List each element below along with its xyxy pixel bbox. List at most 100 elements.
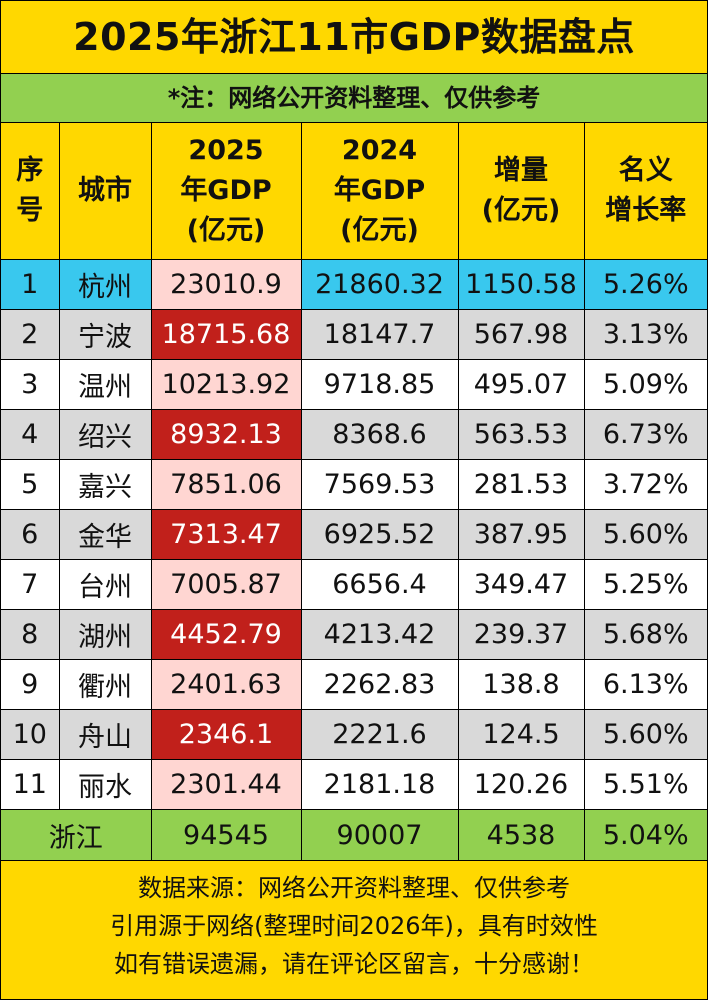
gdp2025-cell: 4452.79	[150, 609, 302, 660]
table-row: 4 绍兴 8932.13 8368.6 563.53 6.73%	[1, 409, 707, 460]
gdp2025-cell: 8932.13	[150, 409, 302, 460]
header-rank-line2: 号	[16, 195, 44, 226]
footer-feedback-line: 如有错误遗漏，请在评论区留言，十分感谢！	[114, 950, 594, 978]
growth-cell: 5.09%	[583, 359, 707, 410]
total-growth: 5.04%	[583, 809, 707, 861]
table-header-row: 序 号 城市 2025 年GDP (亿元) 2024 年GDP (亿元) 增量 …	[1, 123, 707, 260]
gdp2025-cell: 23010.9	[150, 259, 302, 310]
growth-cell: 5.51%	[583, 759, 707, 810]
increase-cell: 387.95	[457, 509, 585, 560]
rank-cell: 11	[1, 759, 60, 810]
footer-citation-line: 引用源于网络(整理时间2026年)，具有时效性	[110, 912, 598, 940]
gdp-table: 序 号 城市 2025 年GDP (亿元) 2024 年GDP (亿元) 增量 …	[1, 123, 707, 861]
header-gdp2025-line1: 2025	[188, 135, 264, 166]
gdp2025-cell: 18715.68	[150, 309, 302, 360]
increase-cell: 138.8	[457, 659, 585, 710]
table-row: 8 湖州 4452.79 4213.42 239.37 5.68%	[1, 609, 707, 660]
header-growth: 名义 增长率	[583, 123, 707, 260]
rank-cell: 3	[1, 359, 60, 410]
gdp2024-cell: 8368.6	[300, 409, 459, 460]
increase-cell: 563.53	[457, 409, 585, 460]
growth-cell: 3.13%	[583, 309, 707, 360]
city-cell: 舟山	[58, 709, 152, 760]
gdp2024-cell: 6925.52	[300, 509, 459, 560]
increase-cell: 349.47	[457, 559, 585, 610]
increase-cell: 495.07	[457, 359, 585, 410]
total-label: 浙江	[1, 809, 152, 861]
increase-cell: 120.26	[457, 759, 585, 810]
header-rank-line1: 序	[16, 155, 44, 186]
gdp2024-cell: 18147.7	[300, 309, 459, 360]
growth-cell: 3.72%	[583, 459, 707, 510]
gdp2024-cell: 2221.6	[300, 709, 459, 760]
rank-cell: 2	[1, 309, 60, 360]
gdp2024-cell: 2262.83	[300, 659, 459, 710]
rank-cell: 8	[1, 609, 60, 660]
header-gdp2025: 2025 年GDP (亿元)	[150, 123, 302, 260]
table-row: 2 宁波 18715.68 18147.7 567.98 3.13%	[1, 309, 707, 360]
total-gdp2024: 90007	[300, 809, 459, 861]
table-row: 5 嘉兴 7851.06 7569.53 281.53 3.72%	[1, 459, 707, 510]
disclaimer-note: *注：网络公开资料整理、仅供参考	[1, 74, 707, 123]
gdp2025-cell: 2401.63	[150, 659, 302, 710]
total-row: 浙江 94545 90007 4538 5.04%	[1, 809, 707, 861]
growth-cell: 5.60%	[583, 709, 707, 760]
rank-cell: 6	[1, 509, 60, 560]
header-gdp2025-line3: (亿元)	[186, 215, 266, 246]
growth-cell: 6.13%	[583, 659, 707, 710]
footer-source-line: 数据来源：网络公开资料整理、仅供参考	[138, 874, 570, 902]
city-cell: 杭州	[58, 259, 152, 310]
table-row: 6 金华 7313.47 6925.52 387.95 5.60%	[1, 509, 707, 560]
header-gdp2025-line2: 年GDP	[180, 175, 272, 206]
rank-cell: 9	[1, 659, 60, 710]
city-cell: 宁波	[58, 309, 152, 360]
gdp2024-cell: 9718.85	[300, 359, 459, 410]
header-growth-line1: 名义	[618, 155, 673, 186]
city-cell: 绍兴	[58, 409, 152, 460]
footer: 数据来源：网络公开资料整理、仅供参考 引用源于网络(整理时间2026年)，具有时…	[1, 861, 707, 983]
page-title: 2025年浙江11市GDP数据盘点	[1, 1, 707, 74]
increase-cell: 281.53	[457, 459, 585, 510]
header-city: 城市	[58, 123, 152, 260]
city-cell: 嘉兴	[58, 459, 152, 510]
growth-cell: 6.73%	[583, 409, 707, 460]
gdp2025-cell: 2301.44	[150, 759, 302, 810]
rank-cell: 7	[1, 559, 60, 610]
gdp2025-cell: 10213.92	[150, 359, 302, 410]
increase-cell: 1150.58	[457, 259, 585, 310]
growth-cell: 5.68%	[583, 609, 707, 660]
header-gdp2024-line3: (亿元)	[340, 215, 419, 246]
growth-cell: 5.60%	[583, 509, 707, 560]
total-increase: 4538	[457, 809, 585, 861]
city-cell: 丽水	[58, 759, 152, 810]
gdp2024-cell: 2181.18	[300, 759, 459, 810]
gdp2025-cell: 7313.47	[150, 509, 302, 560]
table-row: 7 台州 7005.87 6656.4 349.47 5.25%	[1, 559, 707, 610]
gdp2024-cell: 21860.32	[300, 259, 459, 310]
city-cell: 温州	[58, 359, 152, 410]
rank-cell: 10	[1, 709, 60, 760]
header-gdp2024: 2024 年GDP (亿元)	[300, 123, 459, 260]
header-growth-line2: 增长率	[605, 195, 687, 226]
growth-cell: 5.26%	[583, 259, 707, 310]
city-cell: 台州	[58, 559, 152, 610]
table-row: 11 丽水 2301.44 2181.18 120.26 5.51%	[1, 759, 707, 810]
header-rank: 序 号	[1, 123, 60, 260]
increase-cell: 567.98	[457, 309, 585, 360]
header-increase: 增量 (亿元)	[457, 123, 585, 260]
city-cell: 湖州	[58, 609, 152, 660]
city-cell: 衢州	[58, 659, 152, 710]
table-row: 1 杭州 23010.9 21860.32 1150.58 5.26%	[1, 259, 707, 310]
header-increase-line1: 增量	[494, 155, 548, 186]
total-gdp2025: 94545	[150, 809, 302, 861]
header-gdp2024-line1: 2024	[341, 135, 418, 166]
gdp2025-cell: 7851.06	[150, 459, 302, 510]
city-cell: 金华	[58, 509, 152, 560]
gdp2025-cell: 2346.1	[150, 709, 302, 760]
rank-cell: 4	[1, 409, 60, 460]
header-gdp2024-line2: 年GDP	[333, 175, 426, 206]
gdp2024-cell: 6656.4	[300, 559, 459, 610]
growth-cell: 5.25%	[583, 559, 707, 610]
table-row: 9 衢州 2401.63 2262.83 138.8 6.13%	[1, 659, 707, 710]
